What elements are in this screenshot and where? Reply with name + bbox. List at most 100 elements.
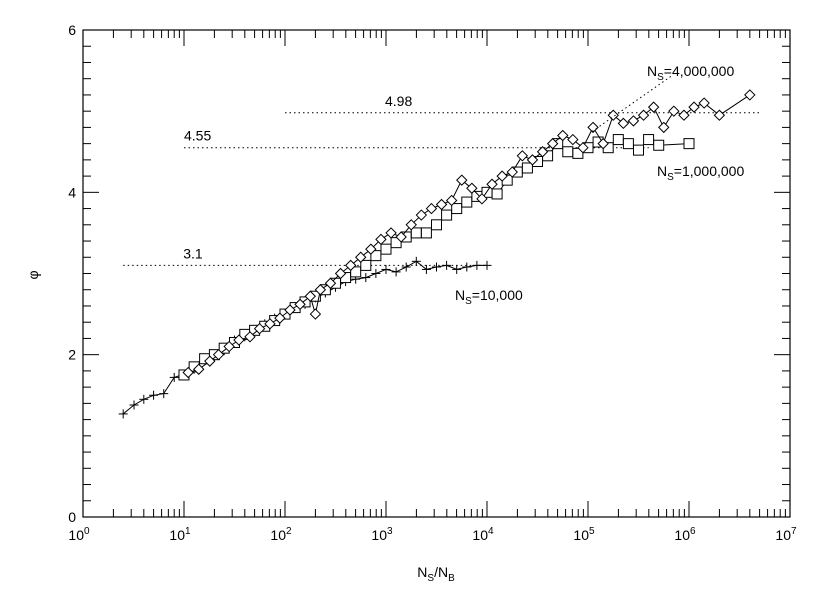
series-1-point-47 — [653, 139, 665, 151]
axis-ticks — [82, 29, 791, 518]
series-1-point-19 — [370, 250, 382, 262]
series-0-point-3 — [149, 390, 159, 400]
series-1-point-18 — [360, 259, 372, 271]
series-1-point-45 — [633, 144, 645, 156]
series-2-point-21 — [385, 227, 397, 239]
series-2-point-23 — [405, 219, 417, 231]
series-2 — [182, 89, 756, 379]
series-label-0: NS=10,000 — [455, 287, 523, 307]
series-0 — [118, 256, 492, 419]
series-2-point-9 — [274, 312, 286, 324]
series-2-point-13 — [309, 308, 322, 320]
x-axis-label: NS/NB — [417, 564, 455, 584]
series-2-point-19 — [365, 243, 377, 255]
x-tick-label-7: 107 — [775, 526, 797, 543]
series-2-point-34 — [516, 150, 529, 162]
series-line-1 — [183, 138, 690, 376]
series-2-point-27 — [445, 194, 458, 207]
series-0-point-36 — [482, 260, 492, 270]
series-2-point-46 — [637, 109, 650, 121]
series-1-point-17 — [350, 266, 362, 278]
series-2-point-38 — [557, 129, 569, 142]
series-0-point-27 — [391, 267, 401, 277]
series-2-point-44 — [617, 117, 630, 130]
series-2-point-51 — [688, 101, 700, 113]
series-2-point-33 — [506, 166, 518, 178]
series-2-point-25 — [425, 202, 438, 215]
series-0-point-2 — [139, 394, 149, 404]
series-2-point-24 — [415, 209, 428, 221]
series-line-2 — [188, 94, 751, 373]
series-2-point-45 — [627, 115, 640, 127]
series-2-point-0 — [182, 366, 194, 379]
series-2-point-39 — [567, 133, 579, 146]
series-2-point-28 — [456, 174, 468, 186]
series-2-point-29 — [466, 182, 478, 194]
series-label-2: NS=4,000,000 — [647, 63, 734, 83]
series-2-point-2 — [204, 355, 216, 367]
data-series — [118, 74, 756, 419]
series-line-0 — [122, 260, 487, 415]
series-2-point-50 — [678, 109, 690, 121]
series-2-point-36 — [536, 146, 549, 158]
series-1-point-27 — [451, 203, 463, 215]
series-2-point-42 — [597, 137, 609, 150]
series-1-point-38 — [562, 146, 574, 158]
series-0-point-1 — [129, 400, 139, 410]
series-1-point-28 — [461, 196, 473, 208]
series-0-point-5 — [169, 372, 179, 382]
x-tick-label-3: 103 — [371, 526, 393, 543]
series-2-point-47 — [647, 101, 660, 113]
series-2-point-14 — [314, 284, 327, 296]
series-2-point-52 — [698, 97, 710, 109]
series-2-point-10 — [284, 304, 296, 316]
y-axis-label: φ — [25, 270, 41, 279]
series-label-1: NS=1,000,000 — [657, 163, 744, 183]
series-1-point-31 — [491, 188, 503, 200]
series-1-point-46 — [643, 134, 655, 146]
x-tick-label-0: 100 — [68, 526, 90, 543]
series-1-point-43 — [612, 134, 624, 146]
series-0-point-30 — [421, 264, 431, 274]
y-tick-label-1: 2 — [68, 347, 76, 363]
series-2-point-37 — [546, 137, 559, 150]
reference-label-2: 3.1 — [183, 245, 203, 261]
reference-label-1: 4.55 — [184, 128, 211, 144]
x-tick-label-6: 106 — [674, 526, 696, 543]
series-1-point-44 — [622, 138, 634, 150]
series-0-point-24 — [361, 273, 371, 283]
tick-labels: 100 101 102 103 104 105 106 107 0 2 4 6 — [68, 22, 797, 543]
x-tick-label-2: 102 — [270, 526, 292, 543]
series-0-point-35 — [472, 260, 482, 270]
series-0-point-4 — [159, 389, 169, 399]
series-1-point-48 — [683, 138, 695, 150]
y-tick-label-3: 6 — [68, 22, 76, 38]
series-2-point-30 — [476, 193, 488, 205]
x-tick-label-1: 101 — [169, 526, 191, 543]
series-1-point-23 — [410, 227, 422, 239]
y-tick-label-0: 0 — [68, 509, 76, 525]
series-0-point-29 — [411, 256, 421, 266]
series-2-point-18 — [355, 251, 367, 263]
series-2-point-26 — [435, 198, 448, 211]
series-0-point-26 — [381, 264, 391, 274]
series-2-point-7 — [253, 322, 266, 335]
series-2-point-54 — [744, 89, 756, 101]
series-2-point-53 — [713, 109, 726, 121]
series-1-point-39 — [572, 147, 584, 159]
series-2-point-12 — [304, 290, 316, 302]
reference-label-0: 4.98 — [385, 93, 412, 109]
series-2-point-49 — [668, 105, 680, 117]
series-0-point-33 — [452, 264, 462, 274]
series-2-point-15 — [324, 277, 337, 289]
series-0-point-28 — [401, 262, 411, 272]
series-2-point-1 — [193, 363, 205, 375]
series-0-point-34 — [462, 262, 472, 272]
series-0-point-32 — [442, 260, 452, 270]
series-1-point-26 — [441, 209, 453, 221]
reference-levels: 4.98 4.55 3.1 — [123, 93, 760, 266]
series-2-leader-line — [591, 74, 674, 132]
series-2-point-31 — [486, 178, 498, 190]
series-0-point-0 — [118, 409, 128, 419]
